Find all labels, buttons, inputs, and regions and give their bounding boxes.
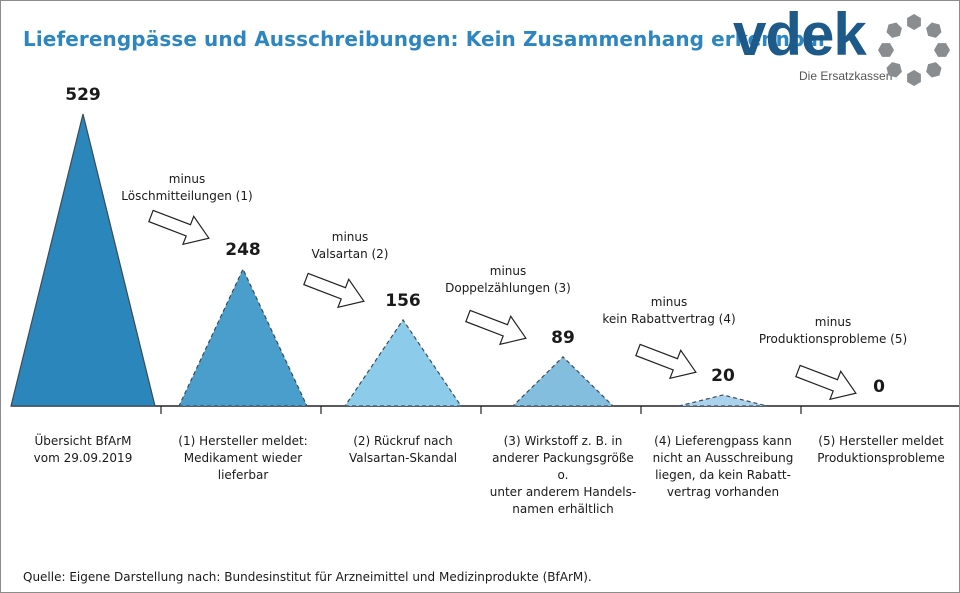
triangle-bar-0 (10, 113, 156, 407)
category-label-0: Übersicht BfArM vom 29.09.2019 (33, 434, 133, 465)
transition-reason: Doppelzählungen (3) (445, 281, 571, 295)
source-note: Quelle: Eigene Darstellung nach: Bundesi… (23, 570, 592, 584)
chart-title: Lieferengpässe und Ausschreibungen: Kein… (23, 27, 828, 51)
category-label-3: (3) Wirkstoff z. B. in anderer Packungsg… (489, 434, 637, 516)
triangle-bar-2 (343, 318, 463, 407)
logo-ring-dot (886, 22, 902, 38)
arrow-group-3 (465, 309, 527, 346)
triangle-bar-3 (511, 356, 615, 407)
category-label-5: (5) Hersteller meldet Produktionsproblem… (817, 434, 945, 465)
value-label-5: 0 (873, 377, 885, 397)
transition-reason: Produktionsprobleme (5) (758, 332, 908, 346)
transition-minus-word: minus (489, 264, 527, 278)
arrow-right-icon (795, 364, 857, 401)
value-label-1: 248 (225, 240, 261, 261)
value-label-3: 89 (551, 327, 575, 348)
value-label-0: 529 (65, 85, 101, 105)
transition-label-5: minus Produktionsprobleme (5) (733, 314, 933, 348)
arrow-right-icon (148, 209, 210, 246)
logo-ring-icon (878, 14, 950, 86)
triangle-bar-1 (178, 267, 308, 407)
value-label-2: 156 (385, 290, 421, 311)
vdek-logo: vdek Die Ersatzkassen (733, 1, 955, 87)
logo-ring-dot (878, 43, 894, 57)
transition-label-4: minus kein Rabattvertrag (4) (569, 294, 769, 328)
transition-minus-word: minus (331, 230, 369, 244)
logo-ring-dot (926, 62, 942, 78)
transition-reason: Valsartan (2) (311, 247, 389, 261)
triangle-bar-4 (678, 394, 768, 407)
arrow-right-icon (635, 343, 697, 380)
transition-minus-word: minus (814, 315, 852, 329)
category-label-2: (2) Rückruf nach Valsartan-Skandal (348, 434, 458, 465)
transition-minus-word: minus (168, 172, 206, 186)
logo-ring-dot (886, 62, 902, 78)
logo-ring-dot (907, 70, 921, 86)
transition-label-1: minus Löschmitteilungen (1) (87, 171, 287, 205)
arrow-right-icon (303, 272, 365, 309)
logo-ring-dot (926, 22, 942, 38)
logo-wordmark: vdek (733, 1, 867, 68)
logo-tagline: Die Ersatzkassen (799, 69, 893, 83)
transition-minus-word: minus (650, 295, 688, 309)
arrow-group-4 (635, 343, 697, 380)
transition-label-2: minus Valsartan (2) (250, 229, 450, 263)
category-label-1: (1) Hersteller meldet: Medikament wieder… (178, 434, 308, 482)
transition-reason: kein Rabattvertrag (4) (602, 312, 736, 326)
category-label-4: (4) Lieferengpass kann nicht an Ausschre… (652, 434, 794, 499)
transition-reason: Löschmitteilungen (1) (121, 189, 253, 203)
arrow-group-1 (148, 209, 210, 246)
value-label-4: 20 (711, 365, 735, 386)
arrow-group-2 (303, 272, 365, 309)
logo-ring-dot (934, 43, 950, 57)
arrow-right-icon (465, 309, 527, 346)
arrow-group-5 (795, 364, 857, 401)
transition-label-3: minus Doppelzählungen (3) (408, 263, 608, 297)
logo-ring-dot (907, 14, 921, 30)
